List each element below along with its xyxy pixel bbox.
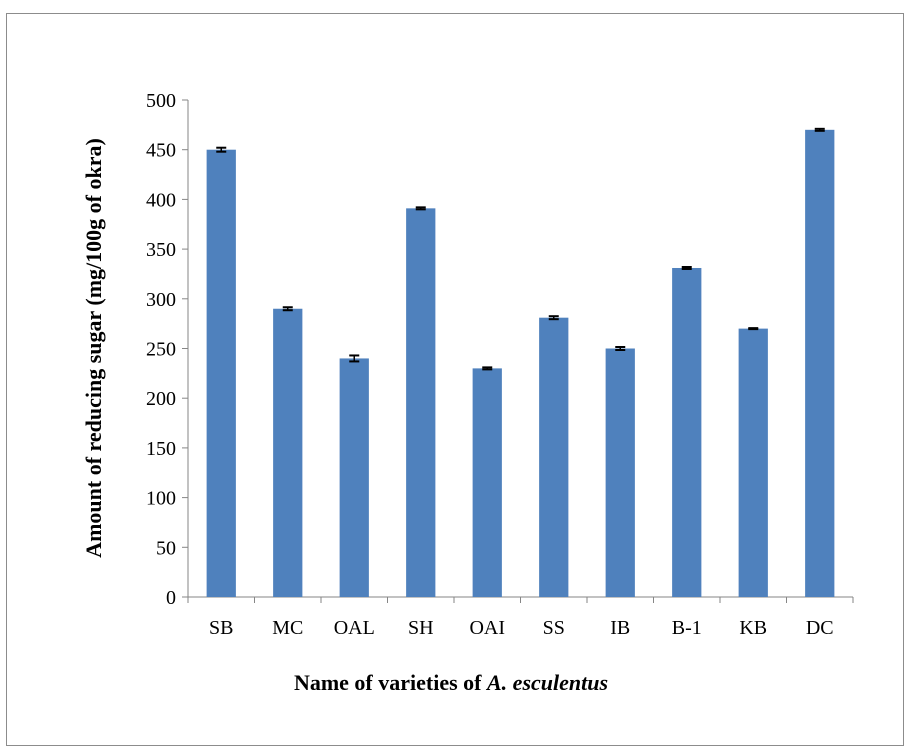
bar-oai [472, 368, 502, 597]
bar-mc [273, 308, 303, 597]
x-tick-label: KB [739, 617, 767, 639]
y-tick-label: 50 [156, 537, 176, 559]
error-bar-sb [216, 146, 227, 153]
error-bar-ss [548, 315, 559, 321]
x-tick-label: IB [610, 617, 630, 639]
bar-b-1 [672, 267, 702, 597]
bar-ss [539, 317, 569, 597]
y-tick-label: 450 [146, 140, 176, 162]
error-bar-dc [814, 127, 825, 132]
x-tick-label: OAI [469, 617, 505, 639]
x-tick-label: SH [408, 617, 434, 639]
y-tick-label: 0 [166, 587, 176, 609]
y-tick-label: 400 [146, 189, 176, 211]
x-tick-label: SB [209, 617, 233, 639]
y-tick-label: 300 [146, 289, 176, 311]
x-tick-label: OAL [334, 617, 375, 639]
error-bar-ib [615, 346, 626, 351]
bar-ib [605, 348, 635, 597]
bar-sb [206, 149, 236, 597]
x-axis-title-species: A. esculentus [485, 670, 608, 695]
y-tick-label: 350 [146, 239, 176, 261]
y-axis-title: Amount of reducing sugar (mg/100g of okr… [81, 138, 106, 558]
x-axis-title: Name of varieties of A. esculentus [294, 670, 608, 695]
y-axis: 0 50 100 150 200 250 300 350 400 450 500 [146, 90, 189, 609]
y-tick-label: 250 [146, 339, 176, 361]
error-bar-sh [415, 206, 426, 211]
x-axis: SB MC OAL SH OAI SS IB B-1 KB DC [187, 596, 854, 639]
error-bar-b-1 [681, 265, 692, 270]
bar-kb [738, 328, 768, 597]
y-tick-label: 150 [146, 438, 176, 460]
x-tick-label: MC [272, 617, 303, 639]
x-tick-label: SS [543, 617, 565, 639]
error-bar-oai [482, 366, 493, 371]
bar-dc [805, 129, 835, 597]
bar-sh [406, 208, 436, 597]
bars [206, 129, 835, 597]
y-tick-label: 200 [146, 388, 176, 410]
bar-oal [339, 358, 369, 597]
error-bar-kb [748, 327, 759, 331]
error-bar-oal [349, 354, 360, 363]
y-tick-label: 100 [146, 488, 176, 510]
error-bar-mc [282, 306, 293, 312]
x-axis-title-text: Name of varieties of [294, 670, 487, 695]
y-tick-label: 500 [146, 90, 176, 112]
x-tick-label: B-1 [672, 617, 702, 639]
x-tick-label: DC [806, 617, 834, 639]
error-bars [216, 127, 825, 371]
